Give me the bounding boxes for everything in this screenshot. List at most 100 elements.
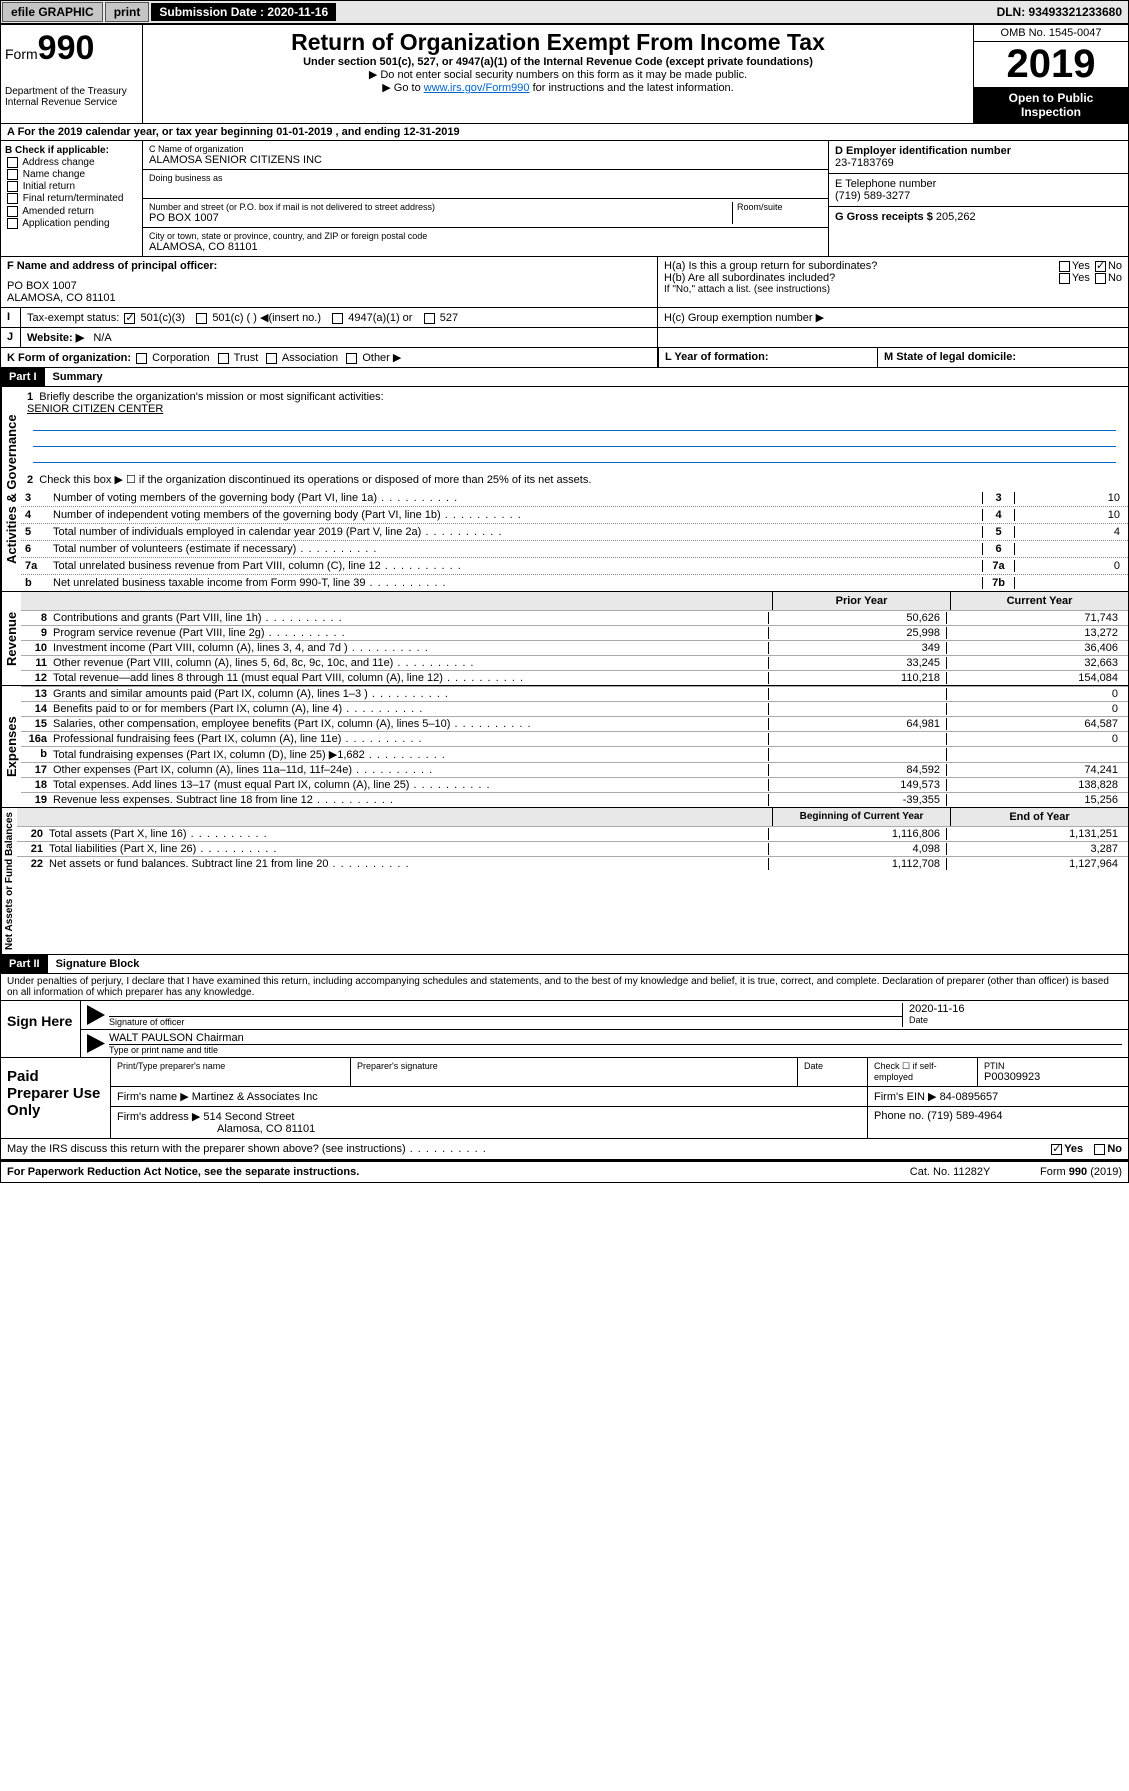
hb-subordinates: H(b) Are all subordinates included? Yes …: [664, 272, 1122, 284]
firm-addr1: 514 Second Street: [203, 1111, 294, 1123]
gov-line: 7aTotal unrelated business revenue from …: [21, 558, 1128, 575]
address-label: Number and street (or P.O. box if mail i…: [149, 202, 732, 212]
phone-value: (719) 589-3277: [835, 190, 1122, 202]
city-value: ALAMOSA, CO 81101: [149, 241, 822, 253]
end-year-header: End of Year: [950, 808, 1128, 826]
gov-line: 5Total number of individuals employed in…: [21, 524, 1128, 541]
opt-final-return[interactable]: Final return/terminated: [5, 193, 138, 204]
gov-line: 4Number of independent voting members of…: [21, 507, 1128, 524]
firm-addr-label: Firm's address ▶: [117, 1111, 200, 1123]
self-employed-check[interactable]: Check ☐ if self-employed: [868, 1058, 978, 1086]
row-i: I Tax-exempt status: 501(c)(3) 501(c) ( …: [0, 308, 1129, 328]
form-number: Form990: [5, 29, 138, 68]
name-title-label: Type or print name and title: [109, 1045, 1122, 1055]
data-line: 21Total liabilities (Part X, line 26)4,0…: [17, 841, 1128, 856]
firm-phone-label: Phone no.: [874, 1110, 924, 1122]
paid-preparer-label: Paid Preparer Use Only: [1, 1058, 111, 1138]
officer-addr1: PO BOX 1007: [7, 280, 651, 292]
subtitle-2: ▶ Do not enter social security numbers o…: [147, 68, 969, 81]
prep-name-header: Print/Type preparer's name: [111, 1058, 351, 1086]
opt-address-change[interactable]: Address change: [5, 157, 138, 168]
data-line: 9Program service revenue (Part VIII, lin…: [21, 625, 1128, 640]
section-b-identity: B Check if applicable: Address change Na…: [0, 141, 1129, 257]
discuss-preparer-row: May the IRS discuss this return with the…: [0, 1139, 1129, 1160]
top-toolbar: efile GRAPHIC print Submission Date : 20…: [0, 0, 1129, 24]
firm-name-label: Firm's name ▶: [117, 1091, 189, 1103]
name-label: C Name of organization: [149, 144, 822, 154]
sig-officer-label: Signature of officer: [109, 1017, 902, 1027]
room-suite-label: Room/suite: [732, 202, 822, 224]
sign-date: 2020-11-16: [909, 1003, 1122, 1015]
city-label: City or town, state or province, country…: [149, 231, 822, 241]
governance-side-label: Activities & Governance: [1, 387, 21, 591]
print-button[interactable]: print: [105, 2, 150, 22]
paid-preparer-section: Paid Preparer Use Only Print/Type prepar…: [0, 1058, 1129, 1139]
l1-desc: Briefly describe the organization's miss…: [39, 391, 383, 403]
beginning-year-header: Beginning of Current Year: [772, 808, 950, 826]
dba-label: Doing business as: [149, 173, 822, 183]
tax-year: 2019: [974, 42, 1128, 87]
prep-sig-header: Preparer's signature: [351, 1058, 798, 1086]
efile-button[interactable]: efile GRAPHIC: [2, 2, 103, 22]
gross-receipts-label: G Gross receipts $: [835, 211, 933, 223]
subtitle-1: Under section 501(c), 527, or 4947(a)(1)…: [147, 56, 969, 68]
prep-date-header: Date: [798, 1058, 868, 1086]
org-name: ALAMOSA SENIOR CITIZENS INC: [149, 154, 822, 166]
officer-addr2: ALAMOSA, CO 81101: [7, 292, 651, 304]
netassets-section: Net Assets or Fund Balances Beginning of…: [0, 808, 1129, 955]
address-value: PO BOX 1007: [149, 212, 732, 224]
discuss-no-checkbox[interactable]: [1094, 1144, 1105, 1155]
gross-receipts-value: 205,262: [936, 211, 976, 223]
discuss-yes-checkbox[interactable]: [1051, 1144, 1062, 1155]
data-line: 8Contributions and grants (Part VIII, li…: [21, 610, 1128, 625]
part2-header: Part II Signature Block: [0, 955, 1129, 974]
open-public-badge: Open to Public Inspection: [974, 87, 1128, 123]
firm-ein: 84-0895657: [940, 1091, 999, 1103]
data-line: bTotal fundraising expenses (Part IX, co…: [21, 746, 1128, 762]
opt-initial-return[interactable]: Initial return: [5, 181, 138, 192]
irs-label: Internal Revenue Service: [5, 97, 138, 108]
prior-year-header: Prior Year: [772, 592, 950, 610]
data-line: 16aProfessional fundraising fees (Part I…: [21, 731, 1128, 746]
submission-date-label: Submission Date : 2020-11-16: [151, 3, 336, 21]
data-line: 13Grants and similar amounts paid (Part …: [21, 686, 1128, 701]
firm-name: Martinez & Associates Inc: [192, 1091, 318, 1103]
form-title: Return of Organization Exempt From Incom…: [147, 29, 969, 56]
data-line: 14Benefits paid to or for members (Part …: [21, 701, 1128, 716]
opt-amended-return[interactable]: Amended return: [5, 206, 138, 217]
page-footer: For Paperwork Reduction Act Notice, see …: [0, 1160, 1129, 1183]
dept-treasury: Department of the Treasury: [5, 86, 138, 97]
arrow-icon: [87, 1034, 105, 1053]
officer-name-title: WALT PAULSON Chairman: [109, 1032, 1122, 1045]
data-line: 19Revenue less expenses. Subtract line 1…: [21, 792, 1128, 807]
current-year-header: Current Year: [950, 592, 1128, 610]
ein-label: D Employer identification number: [835, 145, 1011, 157]
data-line: 11Other revenue (Part VIII, column (A), …: [21, 655, 1128, 670]
ptin-value: P00309923: [984, 1071, 1122, 1083]
opt-application-pending[interactable]: Application pending: [5, 218, 138, 229]
ha-group-return: H(a) Is this a group return for subordin…: [664, 260, 1122, 272]
phone-label: E Telephone number: [835, 178, 1122, 190]
omb-number: OMB No. 1545-0047: [974, 25, 1128, 42]
gov-line: bNet unrelated business taxable income f…: [21, 575, 1128, 591]
cat-no: Cat. No. 11282Y: [860, 1166, 1040, 1178]
dln: DLN: 93493321233680: [991, 3, 1128, 21]
data-line: 10Investment income (Part VIII, column (…: [21, 640, 1128, 655]
data-line: 20Total assets (Part X, line 16)1,116,80…: [17, 826, 1128, 841]
ptin-label: PTIN: [984, 1061, 1122, 1071]
hb-note: If "No," attach a list. (see instruction…: [664, 284, 1122, 295]
data-line: 12Total revenue—add lines 8 through 11 (…: [21, 670, 1128, 685]
firm-phone: (719) 589-4964: [927, 1110, 1002, 1122]
gov-line: 6Total number of volunteers (estimate if…: [21, 541, 1128, 558]
gov-line: 3Number of voting members of the governi…: [21, 490, 1128, 507]
part1-header: Part I Summary: [0, 368, 1129, 387]
subtitle-3: ▶ Go to www.irs.gov/Form990 for instruct…: [147, 81, 969, 94]
opt-name-change[interactable]: Name change: [5, 169, 138, 180]
tax-exempt-label: Tax-exempt status:: [27, 312, 119, 324]
hc-group-exemption: H(c) Group exemption number ▶: [658, 308, 1128, 327]
data-line: 18Total expenses. Add lines 13–17 (must …: [21, 777, 1128, 792]
irs-link[interactable]: www.irs.gov/Form990: [424, 82, 530, 94]
part1-governance: Activities & Governance 1 Briefly descri…: [0, 387, 1129, 592]
expenses-side-label: Expenses: [1, 686, 21, 807]
row-j: J Website: ▶ N/A: [0, 328, 1129, 348]
